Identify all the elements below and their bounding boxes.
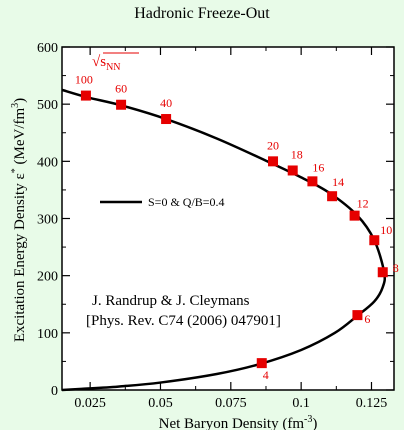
y-tick-label: 400	[37, 155, 58, 170]
y-tick-label: 100	[37, 327, 58, 342]
energy-marker-label: 14	[332, 175, 344, 189]
x-tick-label: 0.1	[292, 396, 310, 411]
energy-marker-label: 12	[357, 197, 369, 211]
y-tick-label: 200	[37, 270, 58, 285]
energy-marker	[287, 165, 298, 176]
x-tick-label: 0.025	[74, 396, 106, 411]
energy-marker	[268, 156, 279, 167]
legend-label: S=0 & Q/B=0.4	[148, 195, 225, 209]
energy-marker-label: 4	[263, 368, 269, 382]
x-tick-label: 0.05	[148, 396, 173, 411]
energy-marker	[377, 267, 388, 278]
energy-marker-label: 16	[312, 160, 324, 174]
y-tick-label: 500	[37, 98, 58, 113]
y-tick-label: 300	[37, 213, 58, 228]
energy-marker	[327, 191, 338, 202]
energy-marker	[256, 358, 267, 369]
y-axis-label: Excitation Energy Density ε* (MeV/fm3)	[10, 98, 28, 342]
y-tick-label: 600	[37, 41, 58, 56]
energy-marker	[352, 310, 363, 321]
energy-marker	[349, 210, 360, 221]
energy-marker	[369, 235, 380, 246]
energy-marker-label: 8	[393, 261, 399, 275]
energy-marker-label: 18	[291, 147, 303, 161]
energy-marker-label: 40	[160, 96, 172, 110]
x-tick-label: 0.125	[356, 396, 388, 411]
x-tick-label: 0.075	[215, 396, 247, 411]
energy-marker-label: 100	[75, 73, 93, 87]
energy-marker	[80, 90, 91, 101]
chart-title: Hadronic Freeze-Out	[134, 5, 270, 22]
x-axis-label: Net Baryon Density (fm-3)	[159, 414, 318, 430]
sqrt-s-label: √sNN	[92, 54, 121, 73]
citation-line2: [Phys. Rev. C74 (2006) 047901]	[86, 313, 281, 329]
energy-marker-label: 20	[267, 138, 279, 152]
freeze-out-curve	[61, 88, 387, 392]
energy-marker-label: 10	[380, 223, 392, 237]
energy-marker	[161, 114, 172, 125]
energy-marker	[307, 176, 318, 187]
y-tick-label: 0	[51, 384, 58, 399]
energy-marker-label: 6	[364, 312, 370, 326]
energy-marker	[116, 99, 127, 110]
citation-line1: J. Randrup & J. Cleymans	[92, 293, 250, 309]
plot-area	[61, 46, 395, 391]
energy-marker-label: 60	[115, 82, 127, 96]
